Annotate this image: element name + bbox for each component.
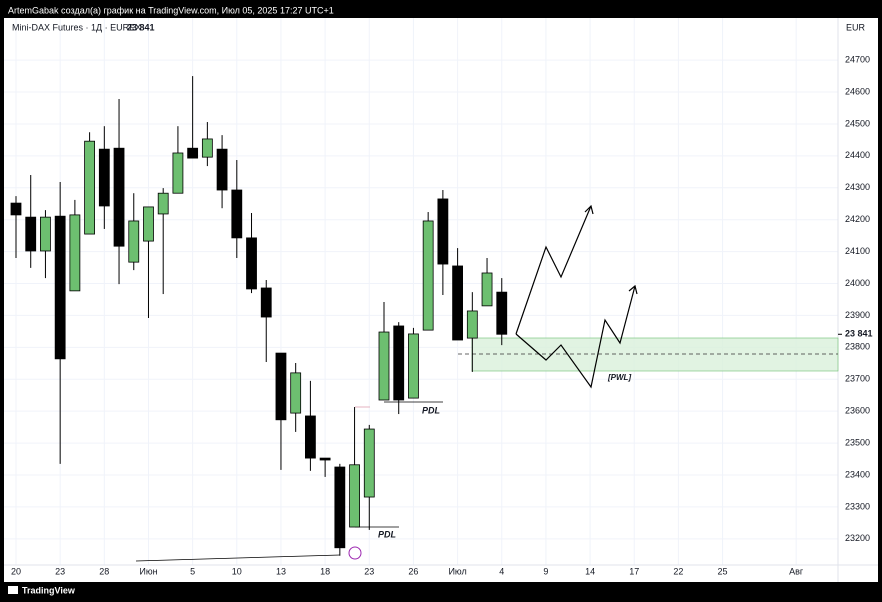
arrow-head	[584, 204, 594, 215]
x-tick-label: 23	[364, 566, 374, 576]
pwl-zone	[471, 337, 839, 372]
candle-body	[496, 291, 508, 335]
candle-body	[231, 189, 243, 239]
y-tick-label: 23400	[845, 469, 870, 479]
candle-body	[201, 138, 213, 158]
candle-body	[84, 140, 95, 235]
x-tick-label: 20	[11, 566, 21, 576]
trend-line	[135, 554, 341, 562]
candle-body	[40, 216, 51, 252]
candle-body	[393, 325, 405, 401]
candle-body	[481, 272, 493, 307]
candle-body	[363, 428, 375, 498]
candle-body	[466, 310, 478, 339]
annotation: PDL	[378, 529, 396, 539]
y-tick-label: 23200	[845, 533, 870, 543]
candle-body	[113, 147, 125, 247]
candle-body	[290, 372, 302, 414]
arrow-head	[628, 284, 638, 295]
header-text: ArtemGabak создал(а) график на TradingVi…	[8, 5, 334, 15]
projection-down	[515, 285, 636, 389]
y-tick-label: 23700	[845, 374, 870, 384]
candles	[10, 76, 508, 556]
candle-body	[246, 237, 257, 290]
y-tick-label: 24600	[845, 86, 870, 96]
candle-body	[10, 202, 22, 216]
candle-body	[216, 148, 228, 191]
candle-body	[98, 148, 110, 207]
y-tick-label: 23500	[845, 437, 870, 447]
y-tick-label: 23600	[845, 406, 870, 416]
footer-logo	[8, 586, 18, 594]
chart-area	[4, 18, 878, 582]
x-tick-label: 10	[232, 566, 242, 576]
footer-brand: TradingView	[22, 585, 76, 595]
y-tick-label: 24400	[845, 150, 870, 160]
x-tick-label: 26	[408, 566, 418, 576]
projection-up	[515, 205, 592, 335]
x-tick-label: 28	[99, 566, 109, 576]
candle-body	[319, 457, 331, 461]
candle-body	[275, 352, 287, 421]
candle-body	[143, 206, 154, 242]
candle-body	[25, 216, 37, 252]
candle-body	[187, 147, 199, 159]
x-tick-label: 25	[718, 566, 728, 576]
y-tick-label: 24000	[845, 278, 870, 288]
chart-title: Mini-DAX Futures · 1Д · EUREX	[12, 22, 141, 32]
y-tick-label: 23900	[845, 310, 870, 320]
candle-body	[334, 466, 346, 549]
y-tick-label: 24700	[845, 55, 870, 65]
x-tick-label: 22	[673, 566, 683, 576]
candle-body	[408, 333, 419, 399]
annotation: PDL	[422, 405, 440, 415]
x-tick-label: 4	[499, 566, 504, 576]
x-tick-label: Июн	[139, 566, 157, 576]
y-tick-label: 23800	[845, 342, 870, 352]
candle-body	[260, 287, 272, 318]
annotation: [PWL]	[607, 373, 631, 382]
event-icon[interactable]	[348, 546, 362, 560]
x-tick-label: Авг	[789, 566, 804, 576]
candle-body	[422, 220, 434, 331]
candle-body	[54, 215, 66, 360]
x-tick-label: Июл	[448, 566, 466, 576]
x-tick-label: 17	[629, 566, 639, 576]
candle-body	[452, 265, 464, 341]
candle-body	[378, 331, 390, 401]
axis-labels: 23200 23300 23400 23500 23600 23700 23800 23900…	[11, 55, 873, 577]
x-tick-label: 13	[276, 566, 286, 576]
candle-body	[437, 198, 449, 265]
candle-body	[349, 464, 360, 528]
y-tick-label: 24500	[845, 118, 870, 128]
y-tick-label: 23300	[845, 501, 870, 511]
x-tick-label: 9	[543, 566, 548, 576]
currency: EUR	[846, 22, 866, 32]
candle-body	[128, 220, 140, 263]
y-tick-label: 24100	[845, 246, 870, 256]
x-tick-label: 5	[190, 566, 195, 576]
x-tick-label: 23	[55, 566, 65, 576]
y-tick-label: 24300	[845, 182, 870, 192]
y-tick-label: 24200	[845, 214, 870, 224]
grid	[4, 18, 838, 565]
candle-body	[157, 192, 169, 215]
candle-body	[172, 152, 184, 194]
legend-price: 23 841	[127, 22, 155, 32]
candle-body	[304, 415, 316, 459]
candle-body	[69, 214, 81, 292]
last-price-label: 23 841	[845, 329, 873, 339]
x-tick-label: 14	[585, 566, 595, 576]
x-tick-label: 18	[320, 566, 330, 576]
